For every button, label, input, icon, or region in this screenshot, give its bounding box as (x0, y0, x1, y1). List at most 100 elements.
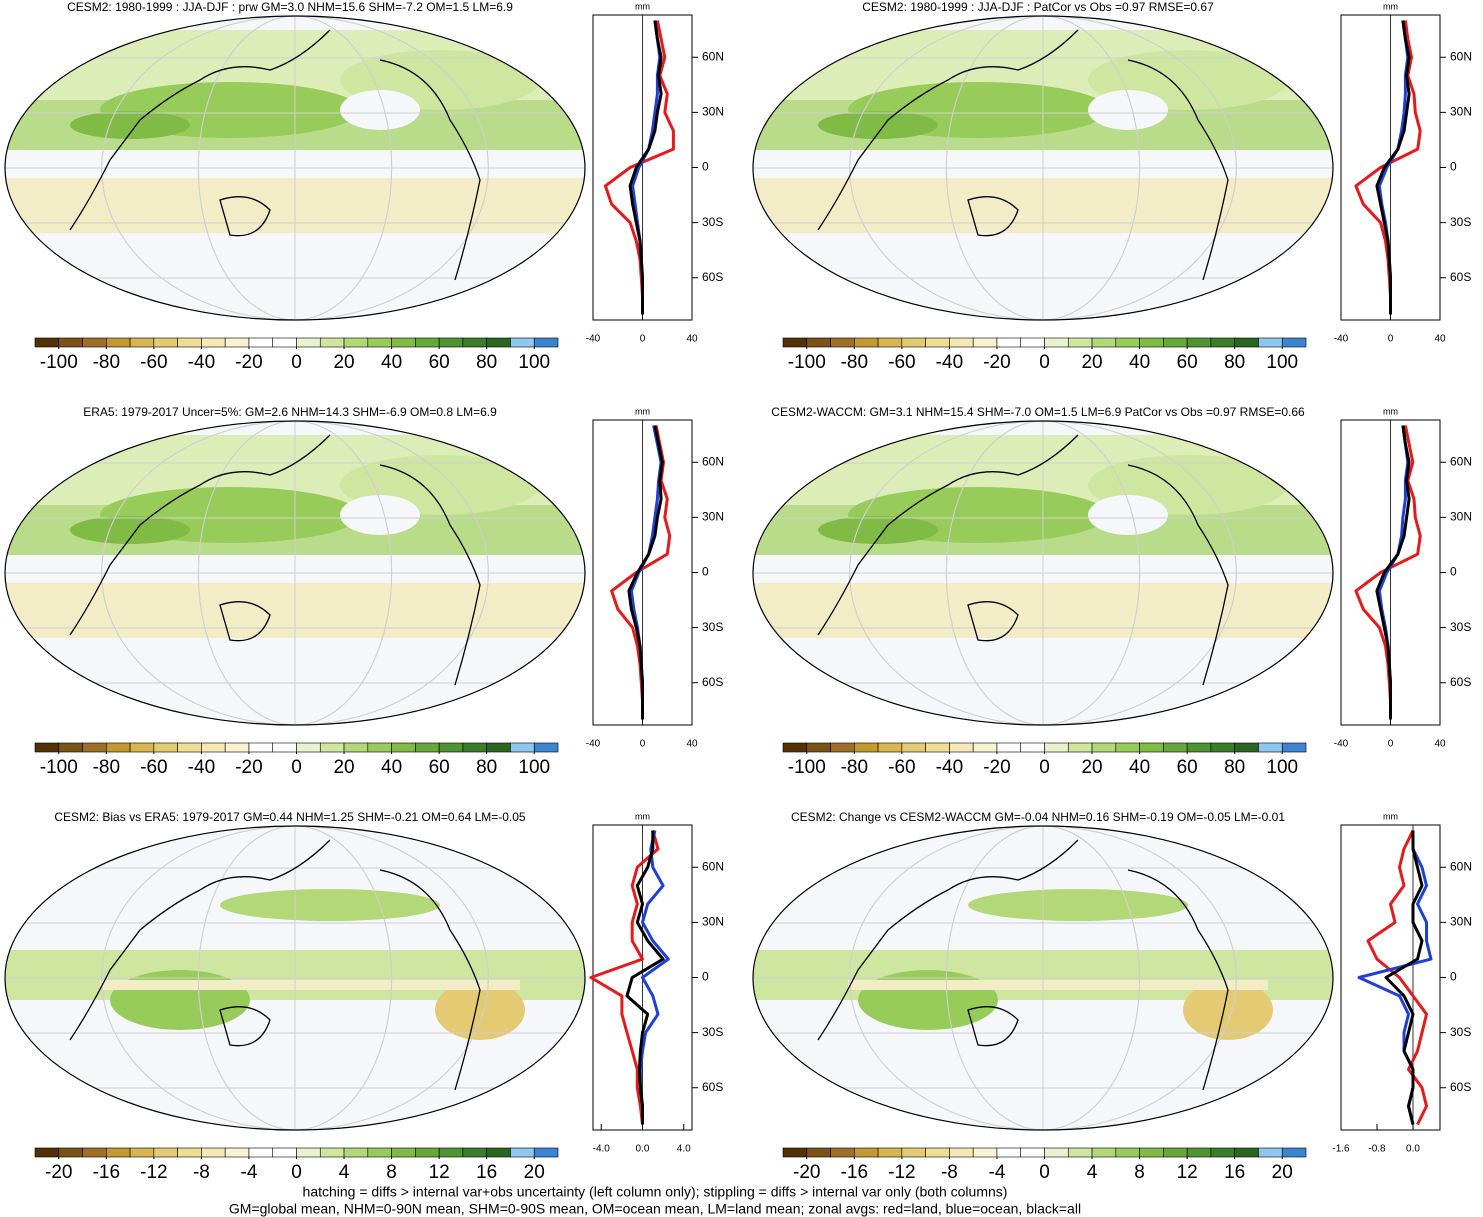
colorbar-box (1091, 742, 1117, 753)
y-tick-label: 60N (702, 454, 724, 468)
y-tick-label: 60S (1450, 675, 1471, 689)
colorbar-box (462, 337, 487, 348)
colorbar-box (877, 1147, 903, 1158)
colorbar-box (248, 1147, 274, 1158)
map-border (4, 825, 586, 1131)
map (5, 421, 585, 725)
colorbar-box (201, 742, 226, 753)
colorbar-box (1186, 1147, 1212, 1158)
colorbar-box (1281, 337, 1307, 348)
colorbar-box (949, 337, 974, 348)
map (753, 16, 1333, 320)
coastline (817, 434, 1229, 686)
colorbar-box (1234, 1147, 1259, 1158)
y-tick-label: 60N (702, 49, 724, 63)
footnote: hatching = diffs > internal var+obs unce… (303, 1184, 1008, 1200)
graticule (197, 421, 393, 725)
zonal-frame (1340, 824, 1441, 1131)
colorbar-box (806, 1147, 831, 1158)
colorbar-label: 80 (476, 757, 497, 778)
y-tick-label: 30S (702, 1025, 723, 1039)
colorbar-box (272, 1147, 297, 1158)
colorbar-box (1186, 337, 1212, 348)
colorbar-label: -60 (888, 352, 915, 373)
colorbar-box (248, 742, 274, 753)
zonal-line (625, 830, 665, 1125)
colorbar-label: 12 (429, 1162, 450, 1183)
colorbar-box (782, 337, 808, 348)
colorbar-box (34, 742, 60, 753)
field (5, 178, 585, 233)
colorbar-box (1115, 337, 1140, 348)
colorbar-box (972, 337, 998, 348)
coastline (817, 29, 1229, 281)
colorbar-box (177, 742, 202, 753)
graticule (197, 16, 393, 320)
map-border (752, 15, 1334, 321)
x-axis-label: mm (1383, 406, 1398, 416)
colorbar-label: 12 (1177, 1162, 1198, 1183)
x-tick-label: 0.0 (1406, 1144, 1420, 1155)
field (5, 583, 585, 638)
colorbar-box (1044, 742, 1069, 753)
colorbar-box (296, 1147, 321, 1158)
panel: CESM2: Change vs CESM2-WACCM GM=-0.04 NH… (752, 810, 1472, 1183)
colorbar-box (901, 1147, 926, 1158)
colorbar-box (319, 1147, 345, 1158)
y-tick-label: 0 (1450, 160, 1457, 174)
y-tick-label: 60N (1450, 49, 1472, 63)
colorbar-label: -80 (841, 757, 868, 778)
zonal-line (1375, 425, 1411, 720)
colorbar-label: 60 (429, 757, 450, 778)
colorbar-label: -16 (93, 1162, 120, 1183)
colorbar-box (177, 1147, 202, 1158)
graticule (849, 421, 1237, 725)
colorbar-label: -20 (235, 757, 262, 778)
colorbar-box (925, 1147, 950, 1158)
colorbar-box (486, 337, 511, 348)
y-tick-label: 60S (702, 1080, 723, 1094)
colorbar-label: -60 (140, 352, 167, 373)
map-border (752, 420, 1334, 726)
colorbar-box (1163, 742, 1188, 753)
colorbar-label: 80 (1224, 352, 1245, 373)
graticule (101, 826, 489, 1130)
field (70, 516, 190, 544)
field (220, 889, 440, 921)
map (753, 421, 1333, 725)
colorbar-box (248, 337, 274, 348)
colorbar-label: 0 (1039, 757, 1050, 778)
colorbar-box (925, 742, 950, 753)
colorbar-box (272, 742, 297, 753)
y-tick-label: 0 (1450, 970, 1457, 984)
x-tick-label: 0.0 (636, 1144, 650, 1155)
x-tick-label: 40 (686, 334, 698, 345)
colorbar-label: -80 (93, 757, 120, 778)
field (1088, 90, 1168, 130)
panel-title: ERA5: 1979-2017 Uncer=5%: GM=2.6 NHM=14.… (83, 405, 497, 419)
colorbar-box (854, 1147, 879, 1158)
colorbar-label: -80 (93, 352, 120, 373)
x-tick-label: -40 (586, 334, 601, 345)
colorbar-box (201, 1147, 226, 1158)
colorbar-label: -100 (40, 757, 78, 778)
colorbar-label: 20 (1081, 757, 1102, 778)
colorbar-box (806, 742, 831, 753)
colorbar-label: 20 (1081, 352, 1102, 373)
colorbar-box (486, 1147, 511, 1158)
colorbar-label: -8 (941, 1162, 958, 1183)
panel: CESM2: Bias vs ERA5: 1979-2017 GM=0.44 N… (4, 810, 724, 1183)
y-tick-label: 60S (1450, 270, 1471, 284)
x-tick-label: -1.6 (1332, 1144, 1350, 1155)
colorbar-label: 100 (518, 352, 550, 373)
colorbar-box (438, 337, 464, 348)
colorbar-box (877, 742, 903, 753)
colorbar-box (1163, 1147, 1188, 1158)
colorbar-box (296, 742, 321, 753)
x-tick-label: -40 (1334, 739, 1349, 750)
colorbar-box (82, 742, 107, 753)
x-axis-label: mm (1383, 1, 1398, 11)
colorbar-label: 40 (1129, 757, 1150, 778)
colorbar-label: 80 (1224, 757, 1245, 778)
